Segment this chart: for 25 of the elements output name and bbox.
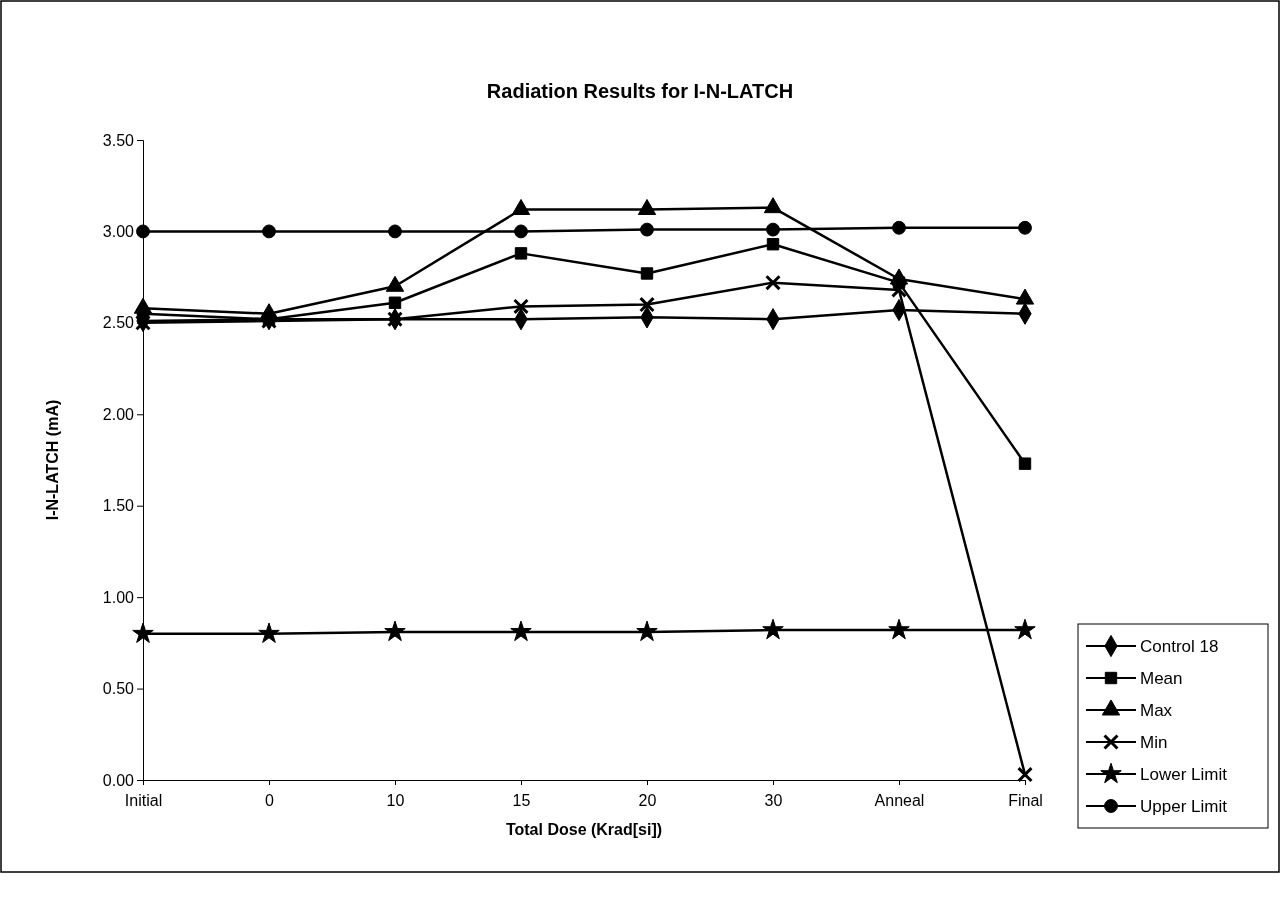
x-tick-label: 20: [638, 791, 657, 809]
legend-label: Max: [1140, 701, 1173, 720]
legend-label: Min: [1140, 733, 1168, 752]
y-tick-label: 2.00: [102, 405, 135, 423]
legend-label: Mean: [1140, 669, 1183, 688]
y-tick-label: 2.50: [102, 314, 135, 332]
legend-label: Upper Limit: [1140, 797, 1228, 816]
x-tick-label: 0: [265, 791, 275, 809]
x-tick-label: 30: [764, 791, 783, 809]
x-tick-label: 15: [512, 791, 531, 809]
x-tick-label: Final: [1008, 791, 1043, 809]
y-tick-label: 0.00: [102, 771, 135, 789]
y-tick-label: 1.00: [102, 588, 135, 606]
y-tick-label: 1.50: [102, 497, 135, 515]
legend-label: Control 18: [1140, 637, 1219, 656]
y-axis-title: I-N-LATCH (mA): [44, 399, 61, 521]
legend-label: Lower Limit: [1140, 765, 1228, 784]
chart-title: Radiation Results for I-N-LATCH: [486, 80, 794, 102]
x-axis-title: Total Dose (Krad[si]): [505, 821, 663, 838]
x-tick-label: Initial: [124, 791, 163, 809]
y-tick-label: 0.50: [102, 680, 135, 698]
y-tick-label: 3.50: [102, 131, 135, 149]
x-tick-label: 10: [386, 791, 405, 809]
y-tick-label: 3.00: [102, 223, 135, 241]
x-tick-label: Anneal: [874, 791, 925, 809]
